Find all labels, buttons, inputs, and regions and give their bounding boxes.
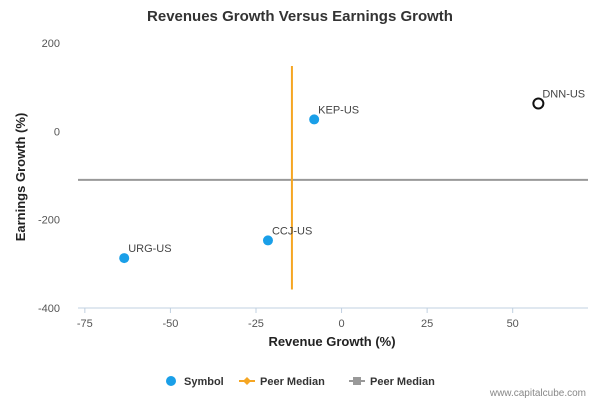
data-point[interactable] xyxy=(309,114,320,125)
peer-median-lines xyxy=(78,65,588,290)
x-tick-label: 0 xyxy=(338,318,344,330)
x-axis-title: Revenue Growth (%) xyxy=(268,334,395,349)
x-tick-label: 25 xyxy=(421,318,433,330)
legend-marker-symbol xyxy=(166,376,176,386)
data-points: KEP-US CCJ-US URG-US DNN-US xyxy=(119,89,585,264)
x-tick-label: -75 xyxy=(77,318,93,330)
y-tick-label: 200 xyxy=(42,38,60,50)
credit-text: www.capitalcube.com xyxy=(489,388,586,399)
chart-title: Revenues Growth Versus Earnings Growth xyxy=(147,8,453,25)
y-tick-label: -400 xyxy=(38,303,60,315)
y-tick-label: -200 xyxy=(38,215,60,227)
data-point-label: CCJ-US xyxy=(272,225,312,237)
legend-marker-diamond xyxy=(243,377,251,385)
legend: Symbol Peer Median Peer Median xyxy=(166,376,435,388)
x-tick-label: 50 xyxy=(507,318,519,330)
legend-marker-square xyxy=(353,377,361,385)
data-point-label: DNN-US xyxy=(542,89,585,101)
x-tick-label: -50 xyxy=(162,318,178,330)
legend-label: Peer Median xyxy=(260,376,325,388)
data-point-label: KEP-US xyxy=(318,104,359,116)
legend-label: Peer Median xyxy=(370,376,435,388)
data-point[interactable] xyxy=(119,253,130,264)
y-tick-label: 0 xyxy=(54,126,60,138)
data-point-highlight[interactable] xyxy=(532,97,545,110)
data-point-label: URG-US xyxy=(128,243,171,255)
legend-label: Symbol xyxy=(184,376,224,388)
y-tick-labels: 200 0 -200 -400 xyxy=(38,38,60,315)
x-tick-label: -25 xyxy=(248,318,264,330)
y-axis-title: Earnings Growth (%) xyxy=(13,113,28,242)
data-point[interactable] xyxy=(262,235,273,246)
x-tick-labels: -75 -50 -25 0 25 50 xyxy=(77,308,519,330)
